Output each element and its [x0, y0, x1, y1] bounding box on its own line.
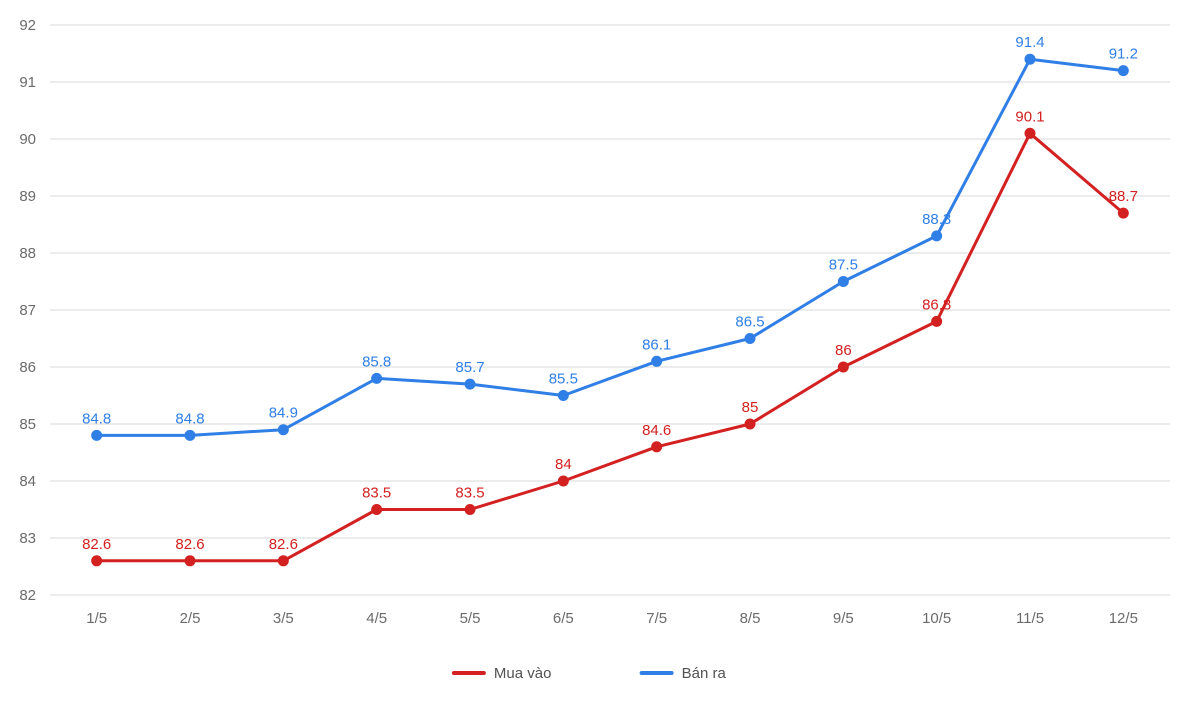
data-point [372, 373, 382, 383]
data-point [1025, 128, 1035, 138]
data-point [838, 277, 848, 287]
chart-svg: 82 83 84 85 86 87 88 89 90 91 92 1/5 2/5 3/5 4/5 5/5 6/5… [0, 0, 1185, 702]
y-tick-label: 88 [19, 245, 36, 262]
data-point [1118, 66, 1128, 76]
data-point [372, 505, 382, 515]
line-chart: 82 83 84 85 86 87 88 89 90 91 92 1/5 2/5 3/5 4/5 5/5 6/5… [0, 0, 1185, 702]
x-tick-label: 1/5 [86, 610, 107, 627]
legend-label: Bán ra [682, 665, 727, 682]
series-line [97, 59, 1124, 435]
data-label: 85.5 [549, 371, 578, 388]
x-tick-label: 6/5 [553, 610, 574, 627]
data-point [932, 231, 942, 241]
data-label: 85 [742, 399, 759, 416]
x-tick-label: 10/5 [922, 610, 951, 627]
data-label: 82.6 [269, 536, 298, 553]
data-label: 86 [835, 342, 852, 359]
x-tick-label: 3/5 [273, 610, 294, 627]
x-tick-label: 5/5 [460, 610, 481, 627]
data-label: 91.2 [1109, 46, 1138, 63]
data-label: 90.1 [1015, 108, 1044, 125]
x-tick-label: 4/5 [366, 610, 387, 627]
data-point [652, 442, 662, 452]
y-tick-label: 89 [19, 188, 36, 205]
y-tick-label: 90 [19, 131, 36, 148]
data-point [745, 334, 755, 344]
x-tick-label: 7/5 [646, 610, 667, 627]
data-point [278, 425, 288, 435]
data-label: 84.6 [642, 422, 671, 439]
data-point [92, 556, 102, 566]
data-label: 86.1 [642, 336, 671, 353]
x-tick-label: 12/5 [1109, 610, 1138, 627]
data-point [185, 556, 195, 566]
y-tick-label: 82 [19, 587, 36, 604]
data-label: 87.5 [829, 257, 858, 274]
y-tick-label: 84 [19, 473, 36, 490]
data-label: 83.5 [455, 485, 484, 502]
data-label: 85.8 [362, 353, 391, 370]
data-label: 84 [555, 456, 572, 473]
data-point [278, 556, 288, 566]
data-point [932, 316, 942, 326]
data-point [1118, 208, 1128, 218]
x-tick-label: 2/5 [180, 610, 201, 627]
legend-label: Mua vào [494, 665, 552, 682]
x-tick-label: 8/5 [740, 610, 761, 627]
data-label: 86.5 [735, 314, 764, 331]
data-point [465, 379, 475, 389]
x-tick-label: 9/5 [833, 610, 854, 627]
data-point [1025, 54, 1035, 64]
data-label: 84.9 [269, 405, 298, 422]
data-label: 86.8 [922, 296, 951, 313]
data-label: 82.6 [82, 536, 111, 553]
data-label: 88.3 [922, 211, 951, 228]
x-tick-label: 11/5 [1016, 610, 1044, 627]
data-label: 84.8 [175, 410, 204, 427]
data-point [558, 391, 568, 401]
data-label: 84.8 [82, 410, 111, 427]
data-point [558, 476, 568, 486]
data-label: 88.7 [1109, 188, 1138, 205]
y-tick-label: 92 [19, 17, 36, 34]
data-point [185, 430, 195, 440]
data-point [745, 419, 755, 429]
y-tick-label: 85 [19, 416, 36, 433]
data-label: 82.6 [175, 536, 204, 553]
y-tick-label: 83 [19, 530, 36, 547]
y-tick-label: 91 [19, 74, 36, 91]
data-label: 83.5 [362, 485, 391, 502]
data-point [652, 356, 662, 366]
y-tick-label: 87 [19, 302, 36, 319]
series-line [97, 133, 1124, 561]
data-point [838, 362, 848, 372]
data-label: 91.4 [1015, 34, 1044, 51]
data-label: 85.7 [455, 359, 484, 376]
data-point [92, 430, 102, 440]
y-tick-label: 86 [19, 359, 36, 376]
data-point [465, 505, 475, 515]
